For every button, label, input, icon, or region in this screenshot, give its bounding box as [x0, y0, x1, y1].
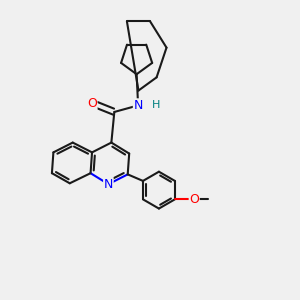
Text: O: O [87, 97, 97, 110]
Text: N: N [134, 99, 143, 112]
Text: H: H [152, 100, 160, 110]
Text: O: O [189, 193, 199, 206]
Text: N: N [104, 178, 113, 191]
